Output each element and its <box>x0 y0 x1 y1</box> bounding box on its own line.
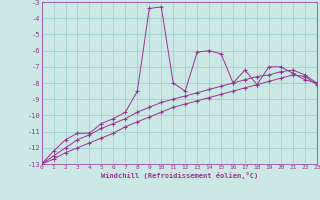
X-axis label: Windchill (Refroidissement éolien,°C): Windchill (Refroidissement éolien,°C) <box>100 172 258 179</box>
